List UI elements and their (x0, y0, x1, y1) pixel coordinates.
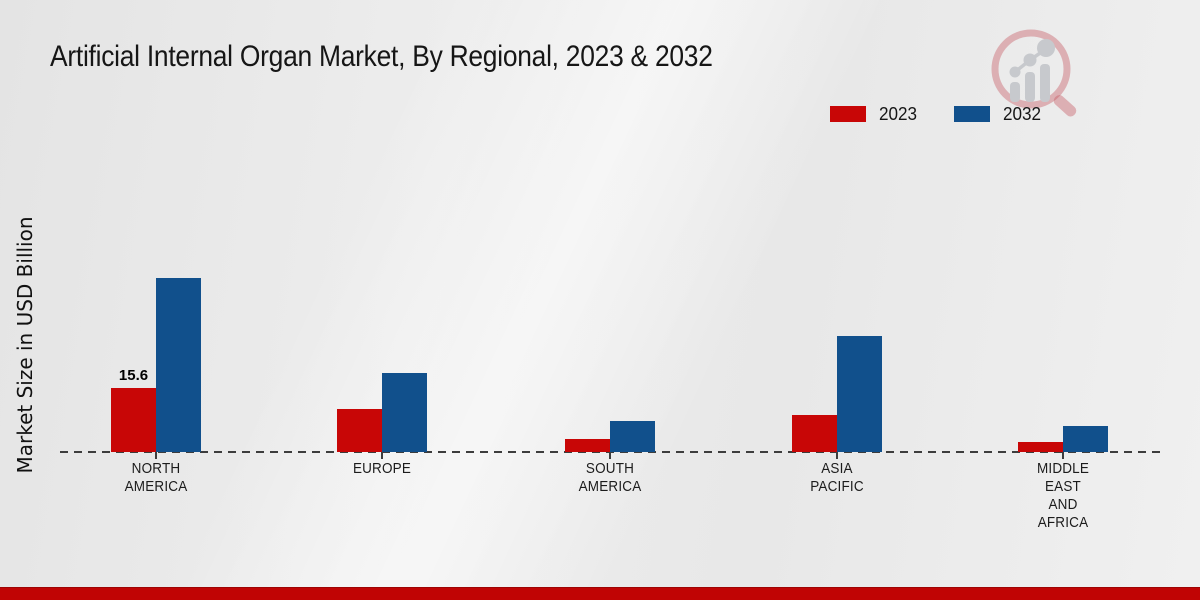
axis-tick (381, 452, 383, 459)
chart-title: Artificial Internal Organ Market, By Reg… (50, 40, 713, 73)
axis-tick (155, 452, 157, 459)
legend-swatch-2032 (954, 106, 991, 122)
category-label-north-america: NORTH AMERICA (124, 460, 188, 495)
category-label-europe: EUROPE (352, 460, 412, 477)
bar-2023-asia-pacific (792, 415, 837, 452)
category-label-asia-pacific: ASIA PACIFIC (810, 460, 864, 495)
legend-label-2032: 2032 (1003, 103, 1042, 124)
bar-2032-europe (382, 373, 427, 452)
axis-tick (836, 452, 838, 459)
legend-item-2032: 2032 (954, 104, 1042, 125)
x-axis-baseline (60, 451, 1165, 453)
bar-2032-asia-pacific (837, 336, 882, 452)
category-label-middle-east-and-africa: MIDDLE EAST AND AFRICA (1036, 460, 1090, 531)
bar-value-label: 15.6 (118, 367, 149, 384)
bar-2023-middle-east-and-africa (1018, 442, 1063, 452)
bar-2032-south-america (610, 421, 655, 452)
legend-label-2023: 2023 (879, 103, 918, 124)
axis-tick (1062, 452, 1064, 459)
axis-tick (609, 452, 611, 459)
bar-2023-europe (337, 409, 382, 452)
legend-swatch-2023 (830, 106, 866, 122)
legend: 2023 2032 (830, 104, 1064, 124)
category-label-south-america: SOUTH AMERICA (578, 460, 642, 495)
bar-2023-north-america (111, 388, 156, 452)
bar-2032-middle-east-and-africa (1063, 426, 1108, 452)
footer-accent-bar (0, 587, 1200, 600)
legend-item-2023: 2023 (830, 104, 918, 125)
bar-2032-north-america (156, 278, 201, 452)
magnifier-bar-chart-logo-icon (991, 29, 1077, 117)
bar-2023-south-america (565, 439, 610, 452)
